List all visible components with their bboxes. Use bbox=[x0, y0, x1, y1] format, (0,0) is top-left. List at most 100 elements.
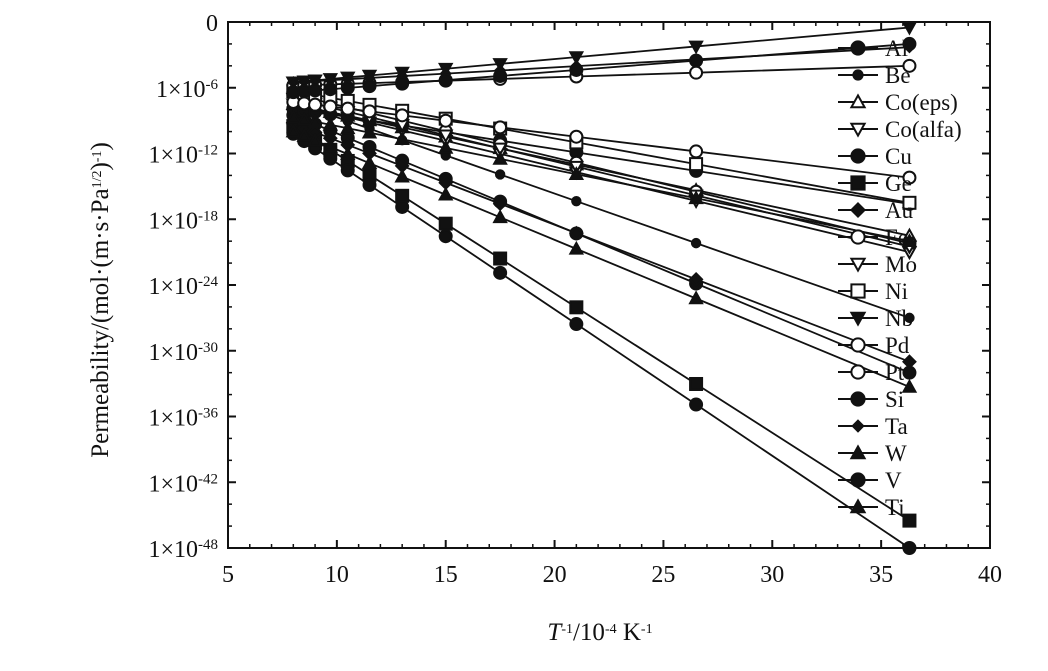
legend-item: Mo bbox=[838, 252, 917, 277]
marker-circle bbox=[308, 83, 323, 98]
marker-square bbox=[438, 216, 453, 231]
series-ti bbox=[285, 109, 918, 247]
marker-circle bbox=[569, 129, 584, 144]
y-tick-label: 0 bbox=[206, 11, 218, 37]
legend-label: Mo bbox=[885, 252, 917, 277]
marker-circle bbox=[494, 169, 506, 180]
legend-label: Al bbox=[885, 36, 908, 61]
legend-item: Ni bbox=[838, 279, 908, 304]
legend-item: Cu bbox=[838, 144, 912, 169]
marker-triangle bbox=[849, 93, 867, 109]
marker-diamond bbox=[851, 419, 865, 433]
x-tick-label: 15 bbox=[434, 562, 458, 588]
series-mo bbox=[285, 92, 918, 255]
marker-circle bbox=[690, 237, 702, 249]
marker-circle bbox=[308, 97, 323, 112]
y-title-close: ) bbox=[87, 162, 114, 170]
legend-label: Co(eps) bbox=[885, 90, 958, 115]
marker-circle bbox=[493, 120, 508, 135]
marker-triangle bbox=[322, 138, 339, 153]
marker-circle bbox=[850, 337, 866, 353]
legend-label: Pt bbox=[885, 360, 905, 385]
marker-square bbox=[902, 195, 917, 210]
y-tick-base: 1×10 bbox=[148, 274, 198, 300]
marker-triangle-down bbox=[901, 21, 918, 36]
series-ge bbox=[286, 119, 917, 528]
marker-circle bbox=[689, 144, 704, 159]
legend-label: W bbox=[885, 441, 907, 466]
marker-circle bbox=[902, 541, 917, 555]
axis-ticks: 5 10 15 20 25 30 35 4001×10-61×10-121×10-181×10… bbox=[148, 11, 1002, 588]
x-title-mid-sup: -4 bbox=[605, 622, 617, 637]
y-title-end: ) bbox=[87, 142, 114, 150]
legend-item: Ge bbox=[838, 171, 912, 196]
y-tick-label: 1×10-36 bbox=[148, 406, 218, 432]
marker-triangle-down bbox=[568, 51, 585, 66]
y-tick-base: 1×10 bbox=[148, 537, 198, 563]
marker-triangle bbox=[849, 444, 867, 460]
marker-circle bbox=[438, 113, 453, 128]
series-line bbox=[293, 26, 910, 84]
y-tick-label: 1×10-42 bbox=[148, 471, 218, 497]
legend-item: Fe bbox=[838, 225, 908, 250]
legend-item: Co(eps) bbox=[838, 90, 958, 115]
marker-circle bbox=[395, 76, 410, 91]
y-tick-base: 0 bbox=[206, 11, 218, 37]
legend-label: Ti bbox=[885, 495, 905, 520]
series-line bbox=[293, 46, 910, 84]
series-si bbox=[286, 126, 917, 555]
marker-square bbox=[569, 300, 584, 315]
marker-triangle-down bbox=[849, 257, 867, 273]
marker-triangle bbox=[438, 186, 454, 201]
marker-triangle-down bbox=[688, 40, 704, 55]
x-tick-label: 30 bbox=[760, 562, 784, 588]
marker-square bbox=[902, 513, 917, 528]
y-tick-label: 1×10-6 bbox=[156, 77, 219, 103]
y-tick-label: 1×10-30 bbox=[148, 340, 218, 366]
marker-triangle bbox=[322, 116, 339, 131]
marker-circle bbox=[340, 101, 355, 116]
marker-triangle bbox=[849, 498, 867, 514]
series-line bbox=[292, 123, 910, 363]
legend-label: Fe bbox=[885, 225, 908, 250]
series-lines bbox=[285, 21, 918, 555]
marker-circle bbox=[850, 229, 866, 245]
series-al bbox=[286, 108, 917, 380]
series-w bbox=[285, 123, 918, 393]
legend-label: Si bbox=[885, 387, 904, 412]
x-axis-title: T-1/10-4 K-1 bbox=[547, 619, 652, 646]
legend: AlBeCo(eps)Co(alfa)CuGeAuFeMoNiNbPdPtSiT… bbox=[838, 36, 962, 520]
x-tick-label: 35 bbox=[869, 562, 893, 588]
marker-triangle bbox=[492, 209, 508, 224]
y-title-main: Permeability/(mol·(m·s·Pa bbox=[87, 188, 114, 457]
marker-triangle bbox=[688, 290, 704, 305]
y-tick-exp: -30 bbox=[198, 340, 218, 356]
marker-triangle bbox=[285, 123, 302, 138]
y-tick-exp: -6 bbox=[206, 77, 219, 93]
marker-circle bbox=[852, 69, 864, 81]
x-tick-label: 10 bbox=[325, 562, 349, 588]
marker-triangle bbox=[340, 120, 356, 135]
marker-circle bbox=[323, 82, 338, 97]
marker-circle bbox=[850, 472, 866, 488]
marker-circle bbox=[904, 312, 915, 324]
y-tick-base: 1×10 bbox=[148, 406, 198, 432]
marker-triangle bbox=[901, 378, 918, 393]
marker-triangle bbox=[340, 146, 356, 160]
series-line bbox=[293, 116, 910, 243]
marker-square bbox=[850, 175, 866, 191]
marker-triangle bbox=[901, 233, 918, 247]
legend-label: Be bbox=[885, 63, 911, 88]
marker-circle bbox=[850, 364, 866, 380]
marker-triangle bbox=[394, 131, 410, 146]
marker-circle bbox=[438, 73, 453, 88]
marker-circle bbox=[902, 58, 917, 73]
series-line bbox=[293, 101, 910, 319]
x-title-mid: /10 bbox=[573, 619, 605, 646]
marker-square bbox=[850, 283, 866, 299]
y-tick-exp: -48 bbox=[198, 537, 218, 553]
y-title-sup2: -1 bbox=[90, 151, 105, 163]
marker-circle bbox=[689, 397, 704, 412]
series-ta bbox=[287, 40, 916, 89]
legend-label: Pd bbox=[885, 333, 910, 358]
